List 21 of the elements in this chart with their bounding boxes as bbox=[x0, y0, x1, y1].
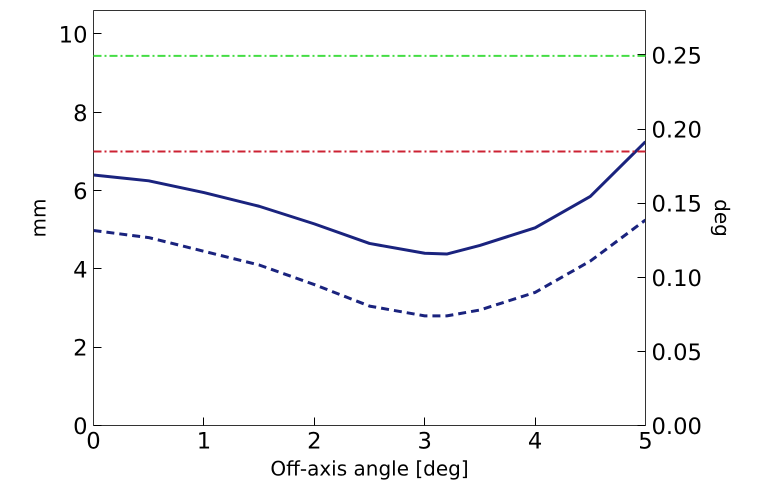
y-tick-label: 6 bbox=[73, 179, 88, 206]
x-tick-label: 3 bbox=[417, 428, 432, 454]
x-tick-label: 1 bbox=[196, 428, 212, 454]
line-series bbox=[94, 218, 646, 318]
y2-tick-label: 0.15 bbox=[652, 192, 702, 218]
y-tick-label: 10 bbox=[58, 22, 88, 48]
y-tick-label: 2 bbox=[73, 336, 88, 362]
x-tick-label: 2 bbox=[307, 428, 322, 454]
y2-tick-label: 0.10 bbox=[652, 266, 702, 292]
y2-tick-label: 0.05 bbox=[652, 340, 702, 366]
y2-tick-label: 0.25 bbox=[652, 43, 702, 70]
y-tick-label: 8 bbox=[73, 100, 88, 127]
y-tick-label: 4 bbox=[73, 257, 88, 284]
x-tick-label: 4 bbox=[528, 428, 542, 454]
x-axis-title: Off-axis angle [deg] bbox=[270, 456, 469, 480]
y-axis-title: mm bbox=[26, 198, 51, 238]
x-tick-label: 5 bbox=[638, 428, 653, 454]
y2-tick-label: 0.00 bbox=[652, 414, 702, 440]
y2-tick-label: 0.20 bbox=[652, 118, 702, 144]
line-series bbox=[94, 140, 646, 256]
y2-axis-title: deg bbox=[710, 199, 734, 237]
